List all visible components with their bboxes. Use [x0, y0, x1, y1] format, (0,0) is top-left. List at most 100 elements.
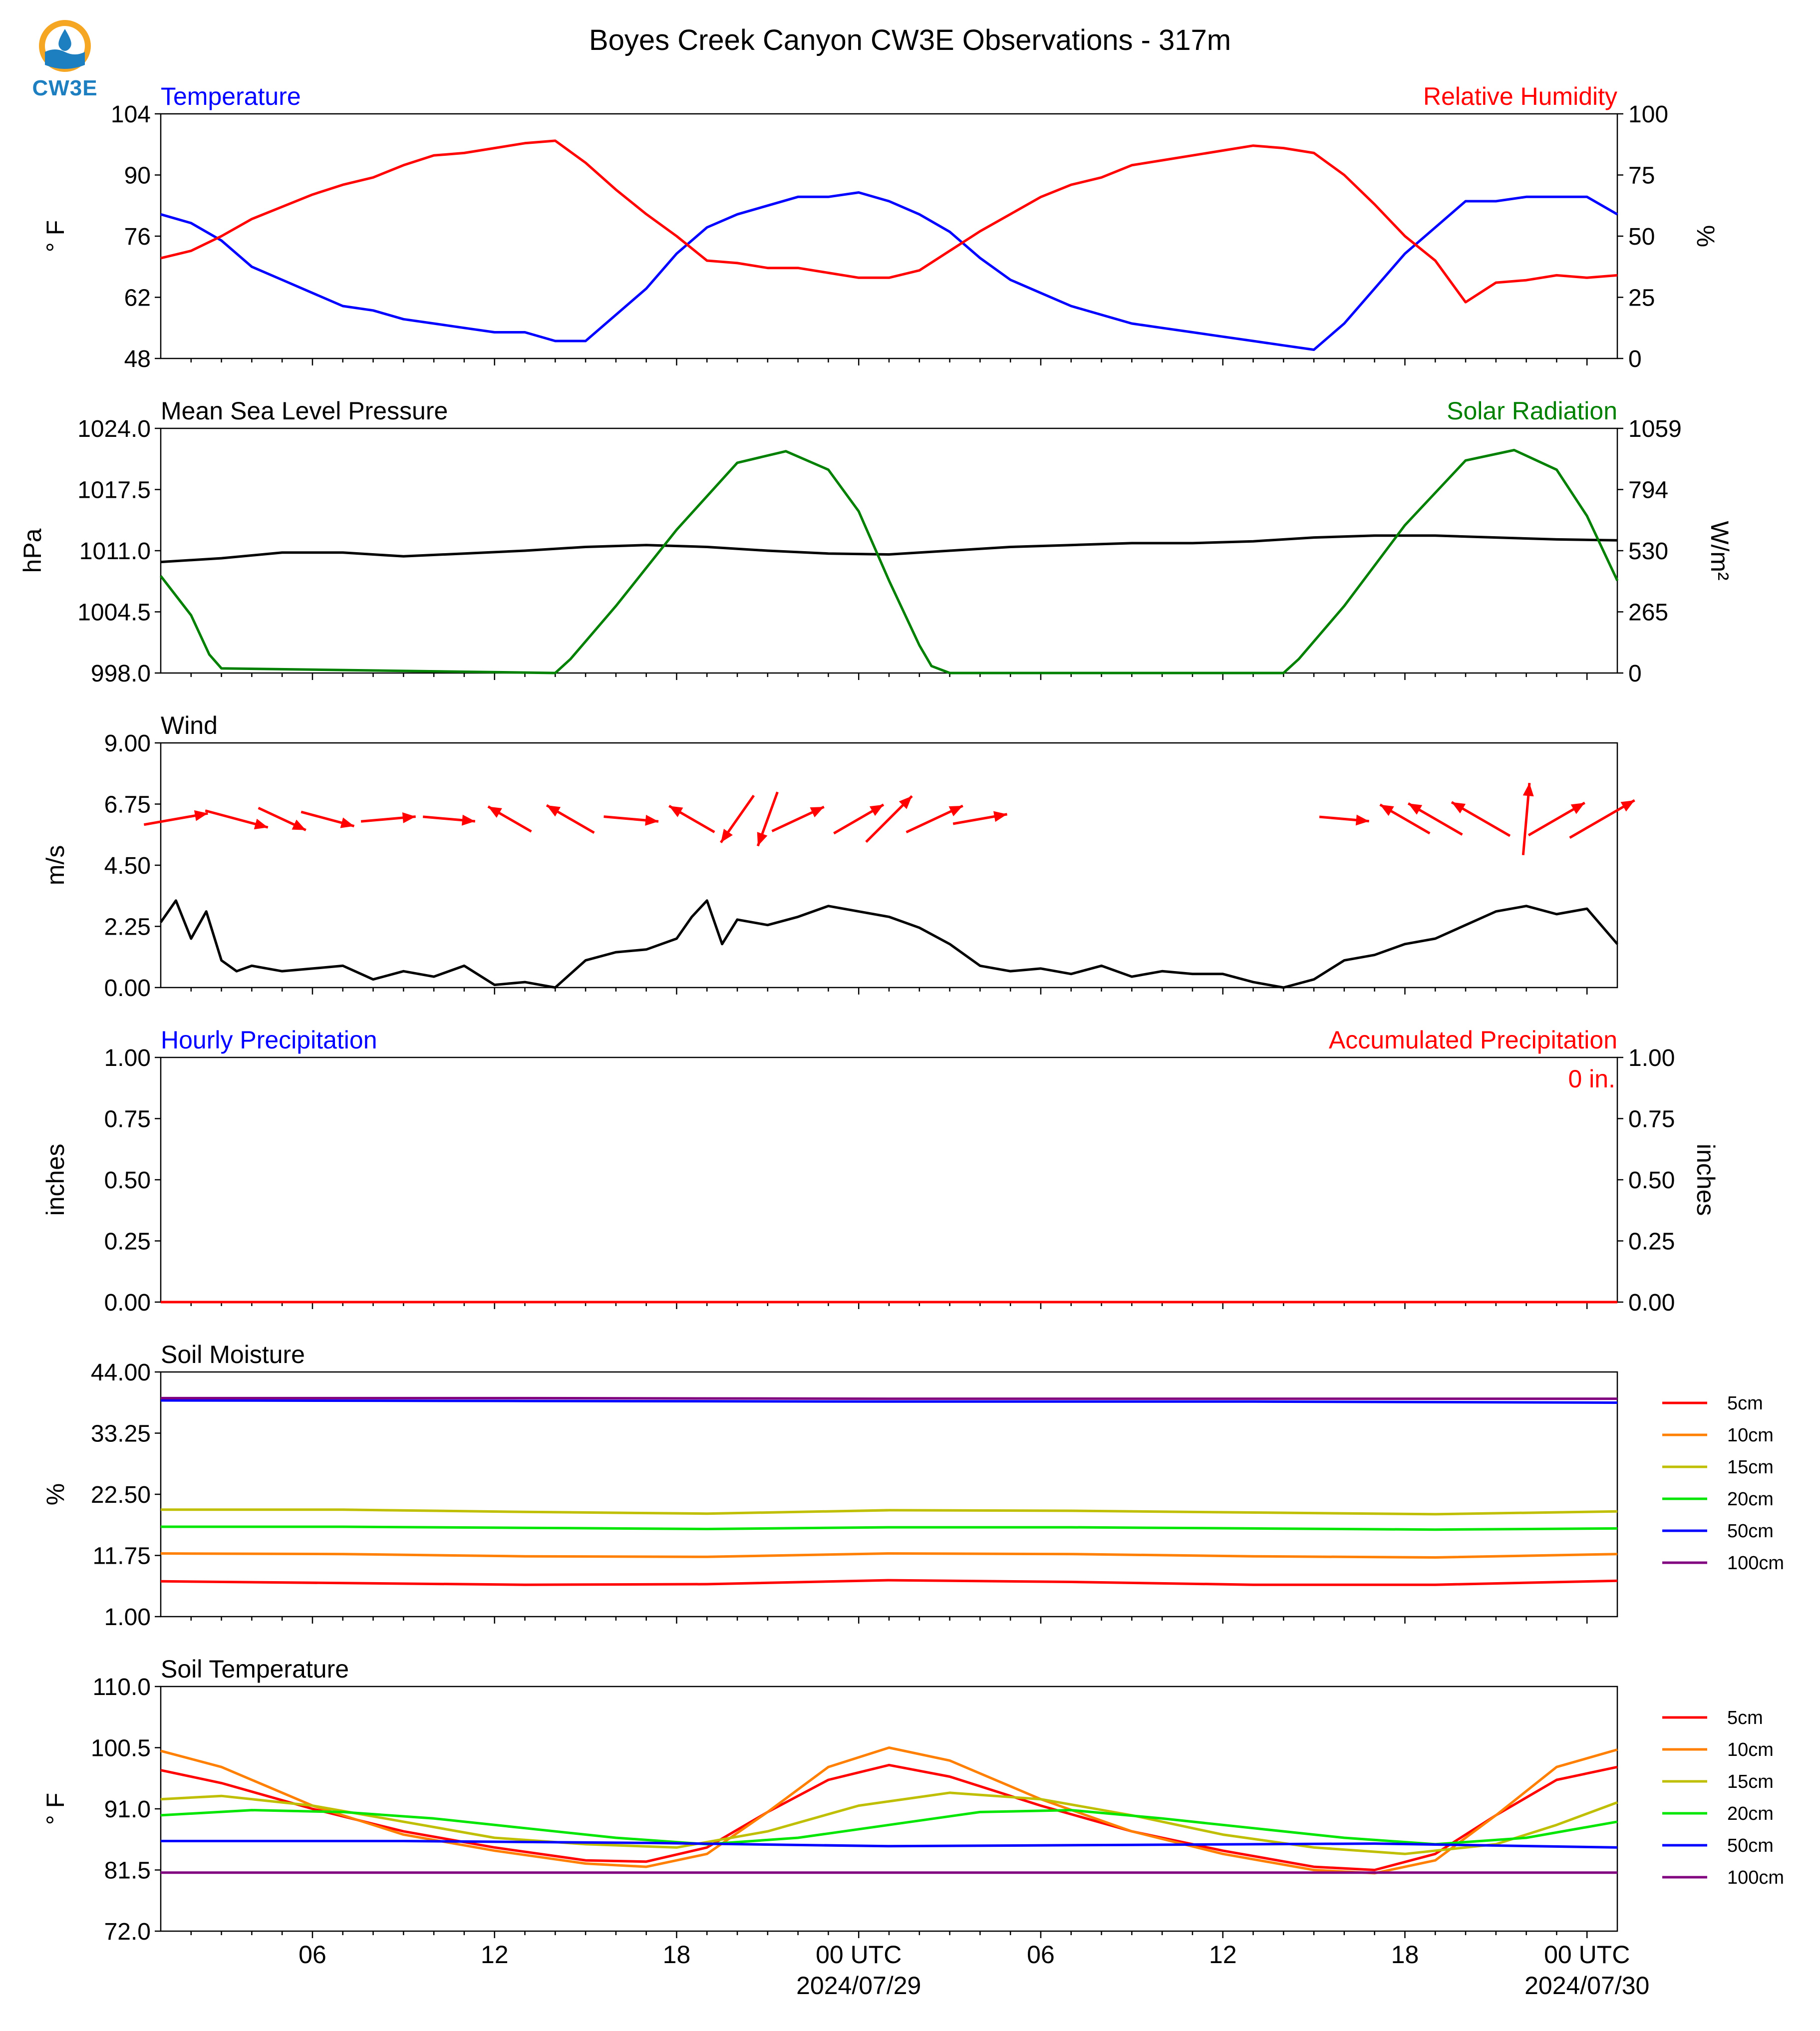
- wind-arrow-head: [1451, 802, 1466, 814]
- legend-label: 5cm: [1727, 1707, 1763, 1728]
- legend-label: 50cm: [1727, 1835, 1774, 1856]
- logo-text: CW3E: [32, 76, 98, 100]
- cw3e-logo: CW3E: [30, 17, 100, 102]
- series-line-10cm: [160, 1746, 1618, 1875]
- legend-label: 100cm: [1727, 1867, 1784, 1888]
- wind-arrow-head: [993, 811, 1007, 822]
- wind-arrow-head: [899, 796, 912, 809]
- y-axis-label-right: %: [1692, 225, 1720, 247]
- series-line-relative-humidity: [160, 139, 1618, 304]
- y-tick-label: 22.50: [91, 1482, 151, 1508]
- y-axis-label: ° F: [41, 1793, 69, 1825]
- y-tick-label: 1017.5: [77, 477, 151, 504]
- wind-arrow-head: [1380, 804, 1394, 816]
- precip-annotation: 0 in.: [1568, 1065, 1615, 1093]
- wind-arrow-head: [869, 804, 884, 816]
- series-line-20cm: [161, 1525, 1618, 1531]
- y-tick-label: 90: [124, 163, 151, 189]
- y-tick-label: 0.00: [104, 975, 151, 1002]
- legend-label: 5cm: [1727, 1393, 1763, 1414]
- y-tick-label: 44.00: [91, 1359, 151, 1386]
- x-tick-label: 12: [481, 1941, 509, 1969]
- panel-title-right: Solar Radiation: [1447, 397, 1617, 425]
- legend-label: 10cm: [1727, 1425, 1774, 1446]
- y-tick-label: 100.5: [91, 1735, 151, 1762]
- legend-label: 15cm: [1727, 1457, 1774, 1478]
- y-tick-label: 1011.0: [79, 538, 151, 565]
- legend-label: 50cm: [1727, 1521, 1774, 1542]
- y-axis-label-right: inches: [1692, 1144, 1720, 1216]
- series-line-10cm: [160, 1552, 1618, 1559]
- series-line-5cm: [160, 1763, 1618, 1871]
- y-tick-label: 2.25: [104, 914, 151, 941]
- y-tick-label-right: 0.25: [1628, 1229, 1675, 1255]
- y-axis-label: inches: [41, 1144, 69, 1216]
- y-tick-label: 4.50: [104, 853, 151, 879]
- y-axis-label: ° F: [41, 220, 69, 252]
- wind-arrow-head: [757, 832, 768, 846]
- y-tick-label: 76: [124, 224, 151, 250]
- panel-title: Mean Sea Level Pressure: [161, 397, 448, 425]
- x-tick-label: 06: [299, 1941, 326, 1969]
- y-tick-label-right: 0.75: [1628, 1106, 1675, 1133]
- y-tick-label-right: 1.00: [1628, 1045, 1675, 1071]
- wind-arrow-head: [547, 805, 561, 817]
- y-tick-label: 6.75: [104, 792, 151, 818]
- wind-arrow-head: [292, 819, 306, 830]
- legend-label: 20cm: [1727, 1489, 1774, 1510]
- y-tick-label: 0.00: [104, 1290, 151, 1316]
- series-line-mean-sea-level-pressure: [160, 534, 1618, 564]
- x-date-label: 2024/07/29: [796, 1972, 921, 2000]
- series-line-wind-speed: [159, 899, 1618, 989]
- panel-title-right: Accumulated Precipitation: [1329, 1026, 1617, 1054]
- wind-arrow-head: [645, 815, 659, 826]
- panel-title: Hourly Precipitation: [161, 1026, 377, 1054]
- y-axis-label: m/s: [41, 845, 69, 886]
- panel-frame: [160, 113, 1618, 359]
- x-tick-label: 12: [1209, 1941, 1237, 1969]
- y-tick-label-right: 794: [1628, 477, 1668, 504]
- y-tick-label: 91.0: [104, 1796, 151, 1823]
- panel-frame: [160, 427, 1618, 674]
- figure-title: Boyes Creek Canyon CW3E Observations - 3…: [589, 24, 1231, 56]
- x-date-label: 2024/07/30: [1524, 1972, 1649, 2000]
- y-tick-label: 1.00: [104, 1045, 151, 1071]
- y-tick-label: 1024.0: [77, 416, 151, 442]
- wind-arrow-head: [1355, 814, 1369, 826]
- y-tick-label: 110.0: [92, 1674, 151, 1700]
- wind-arrow-head: [810, 807, 824, 818]
- series-line-15cm: [161, 1508, 1618, 1516]
- wind-arrow-head: [402, 812, 416, 823]
- legend-label: 10cm: [1727, 1739, 1774, 1760]
- panel-frame: [160, 742, 1618, 989]
- series-line-5cm: [160, 1579, 1618, 1586]
- wind-arrow-head: [1522, 783, 1534, 797]
- series-line-50cm: [160, 1399, 1618, 1404]
- y-axis-label: hPa: [18, 528, 46, 573]
- x-tick-label: 18: [1391, 1941, 1419, 1969]
- series-line-20cm: [160, 1809, 1618, 1846]
- y-tick-label: 33.25: [91, 1421, 151, 1447]
- y-tick-label-right: 75: [1628, 163, 1655, 189]
- y-tick-label-right: 265: [1628, 600, 1668, 626]
- y-tick-label-right: 50: [1628, 224, 1655, 250]
- wind-arrow-head: [488, 806, 502, 818]
- legend-label: 20cm: [1727, 1803, 1774, 1824]
- y-tick-label-right: 0: [1628, 346, 1642, 372]
- x-tick-label: 06: [1027, 1941, 1055, 1969]
- y-tick-label: 1.00: [104, 1604, 151, 1631]
- wind-arrow-head: [1620, 800, 1635, 812]
- y-tick-label: 998.0: [91, 661, 151, 687]
- x-tick-label: 18: [663, 1941, 691, 1969]
- panel-title-right: Relative Humidity: [1423, 82, 1617, 110]
- panel-title: Soil Temperature: [161, 1655, 349, 1683]
- wind-arrow-head: [721, 828, 733, 843]
- y-tick-label: 0.25: [104, 1229, 151, 1255]
- legend-label: 100cm: [1727, 1553, 1784, 1574]
- y-tick-label-right: 0.00: [1628, 1290, 1675, 1316]
- panel-title: Temperature: [161, 82, 301, 110]
- wind-arrow-head: [1408, 803, 1423, 815]
- y-tick-label: 0.50: [104, 1167, 151, 1194]
